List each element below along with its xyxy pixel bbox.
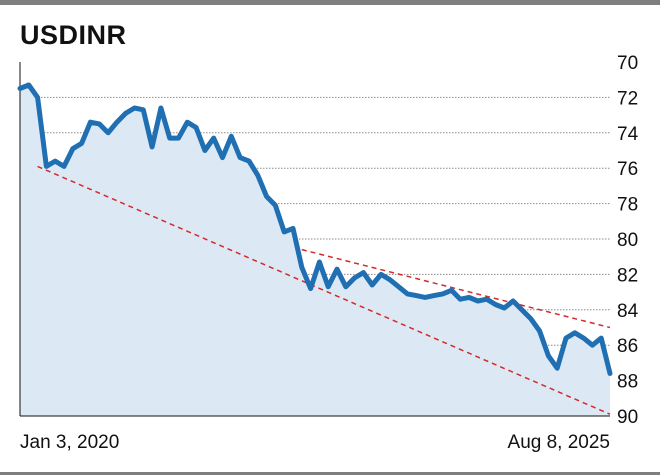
trendlines <box>37 165 611 415</box>
y-tick-label: 76 <box>617 159 638 180</box>
y-tick-label: 84 <box>617 301 639 322</box>
y-tick-label: 74 <box>617 124 639 145</box>
y-tick-label: 86 <box>617 336 638 357</box>
y-tick-label: 70 <box>617 53 638 74</box>
chart-title: USDINR <box>20 20 127 50</box>
x-label-end: Aug 8, 2025 <box>508 432 610 453</box>
y-tick-label: 78 <box>617 195 638 216</box>
trendline <box>301 248 611 329</box>
series-area <box>20 85 610 416</box>
trendline <box>37 165 611 415</box>
y-tick-labels: 70 72 74 76 78 80 82 84 86 88 90 <box>617 53 639 428</box>
y-tick-label: 88 <box>617 372 638 393</box>
y-tick-label: 82 <box>617 265 638 286</box>
top-rule <box>0 0 660 5</box>
y-tick-label: 80 <box>617 230 638 251</box>
x-label-start: Jan 3, 2020 <box>20 432 119 453</box>
series-line <box>17 82 613 376</box>
y-tick-label: 90 <box>617 407 638 428</box>
bottom-rule <box>0 472 660 475</box>
y-tick-label: 72 <box>617 88 638 109</box>
